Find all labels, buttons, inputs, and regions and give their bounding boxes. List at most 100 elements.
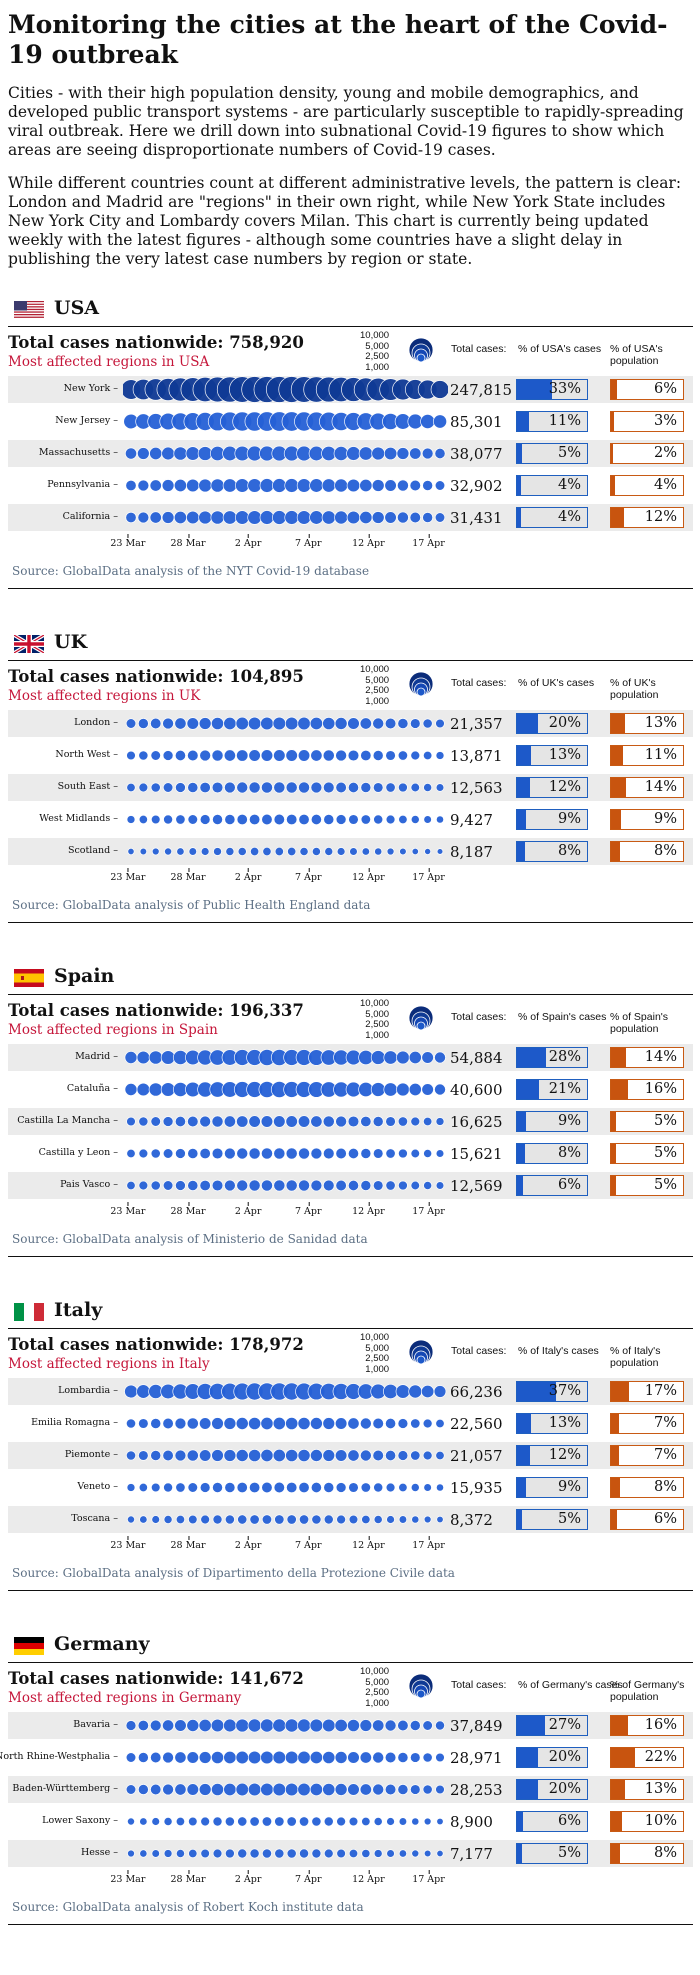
daily-case-dot bbox=[199, 814, 211, 825]
intro-paragraph-2: While different countries count at diffe… bbox=[8, 174, 682, 268]
region-name: Pais Vasco bbox=[60, 1179, 118, 1190]
daily-case-dot bbox=[161, 479, 175, 492]
section-divider bbox=[8, 1924, 693, 1925]
col-header-share: % of Spain's cases bbox=[518, 1011, 607, 1023]
daily-case-dot bbox=[423, 1817, 432, 1826]
share-of-population-fill bbox=[611, 746, 623, 765]
daily-case-dot bbox=[188, 1514, 198, 1525]
daily-case-dot bbox=[175, 1816, 186, 1827]
daily-case-dot bbox=[126, 1180, 136, 1191]
daily-case-dot bbox=[434, 512, 446, 523]
daily-case-dot bbox=[138, 750, 149, 761]
x-axis-ticks: 23 Mar 28 Mar 2 Apr 7 Apr 12 Apr 17 Apr bbox=[110, 1870, 448, 1890]
daily-case-dot bbox=[260, 716, 274, 731]
daily-case-dot bbox=[247, 716, 262, 731]
daily-case-dot bbox=[124, 447, 138, 460]
region-total-cases: 21,357 bbox=[450, 715, 503, 733]
region-dot-timeline bbox=[125, 716, 445, 731]
share-of-population-fill bbox=[611, 1478, 620, 1497]
col-header-share: % of Germany's cases bbox=[518, 1679, 623, 1691]
flag-stripe bbox=[14, 314, 44, 316]
share-of-cases-bar: 9% bbox=[516, 809, 588, 830]
daily-case-dot bbox=[259, 510, 275, 525]
daily-case-dot bbox=[347, 717, 360, 730]
daily-case-dot bbox=[309, 1750, 324, 1765]
daily-case-dot bbox=[323, 1482, 335, 1493]
flag-red bbox=[34, 1303, 44, 1321]
daily-case-dot bbox=[235, 1718, 250, 1733]
daily-case-dot bbox=[211, 1783, 224, 1796]
daily-case-dot bbox=[434, 480, 446, 491]
daily-case-dot bbox=[296, 478, 312, 493]
daily-case-dot bbox=[160, 1082, 176, 1097]
daily-case-dot bbox=[261, 1481, 273, 1494]
share-of-cases-fill bbox=[517, 380, 552, 399]
daily-case-dot bbox=[286, 1816, 297, 1827]
daily-case-dot bbox=[436, 1817, 444, 1826]
region-total-cases: 8,372 bbox=[450, 1511, 493, 1529]
daily-case-dot bbox=[359, 1719, 373, 1732]
daily-case-dot bbox=[139, 1849, 148, 1858]
share-of-cases-fill bbox=[517, 810, 527, 829]
italy-flag-icon bbox=[14, 1303, 44, 1321]
daily-case-dot bbox=[336, 1816, 346, 1827]
daily-case-dot bbox=[211, 1147, 224, 1160]
daily-case-dot bbox=[384, 717, 397, 730]
share-of-cases-fill bbox=[517, 1144, 526, 1163]
daily-case-dot bbox=[298, 813, 310, 826]
daily-case-dot bbox=[212, 1482, 223, 1493]
daily-case-dot bbox=[272, 510, 287, 525]
daily-case-dot bbox=[386, 1817, 395, 1826]
daily-case-dot bbox=[435, 1450, 445, 1461]
daily-case-dot bbox=[435, 1418, 445, 1429]
daily-case-dot bbox=[186, 717, 200, 730]
daily-case-dot bbox=[311, 1816, 322, 1827]
daily-case-dot bbox=[150, 782, 161, 793]
daily-case-dot bbox=[175, 1514, 186, 1525]
x-tick-label: 28 Mar bbox=[170, 534, 206, 549]
daily-case-dot bbox=[151, 1817, 160, 1826]
share-of-population-bar: 14% bbox=[610, 777, 684, 798]
total-cases-label: Total cases nationwide: 758,920 bbox=[8, 333, 304, 352]
daily-case-dot bbox=[411, 1817, 420, 1826]
daily-case-dot bbox=[322, 716, 336, 731]
daily-case-dot bbox=[422, 1752, 433, 1763]
daily-case-dot bbox=[210, 510, 225, 525]
region-total-cases: 15,621 bbox=[450, 1145, 503, 1163]
daily-case-dot bbox=[210, 478, 225, 493]
daily-case-dot bbox=[372, 782, 384, 793]
daily-case-dot bbox=[198, 510, 213, 525]
daily-case-dot bbox=[298, 1147, 310, 1160]
share-of-cases-value: 27% bbox=[548, 1717, 581, 1733]
source-note: Source: GlobalData analysis of Robert Ko… bbox=[12, 1900, 364, 1914]
share-of-cases-value: 4% bbox=[557, 477, 581, 493]
size-legend-circles bbox=[408, 337, 434, 363]
daily-case-dot bbox=[126, 815, 136, 824]
region-row: Castilla La Mancha 16,625 9% 5% bbox=[8, 1108, 693, 1135]
daily-case-dot bbox=[273, 1179, 286, 1192]
daily-case-dot bbox=[286, 1514, 297, 1525]
daily-case-dot bbox=[247, 510, 262, 525]
share-of-cases-value: 9% bbox=[557, 1479, 581, 1495]
col-header-share: % of USA's cases bbox=[518, 343, 602, 355]
share-of-cases-value: 8% bbox=[557, 843, 581, 859]
daily-case-dot bbox=[435, 1117, 445, 1126]
total-cases-label: Total cases nationwide: 178,972 bbox=[8, 1335, 304, 1354]
daily-case-dot bbox=[150, 1783, 162, 1796]
share-of-population-bar: 9% bbox=[610, 809, 684, 830]
region-dot-timeline bbox=[127, 1848, 444, 1859]
daily-case-dot bbox=[163, 1849, 173, 1858]
daily-case-dot bbox=[175, 1482, 186, 1493]
us-flag-icon bbox=[14, 301, 44, 318]
daily-case-dot bbox=[260, 1750, 274, 1765]
share-of-population-value: 14% bbox=[644, 1049, 677, 1065]
daily-case-dot bbox=[311, 1514, 322, 1525]
daily-case-dot bbox=[186, 1719, 200, 1732]
daily-case-dot bbox=[185, 446, 201, 461]
daily-case-dot bbox=[235, 716, 249, 731]
daily-case-dot bbox=[309, 1782, 324, 1797]
size-legend-values: 10,000 5,000 2,500 1,000 bbox=[360, 998, 389, 1041]
daily-case-dot bbox=[360, 1115, 372, 1128]
daily-case-dot bbox=[334, 1751, 348, 1764]
region-dot-timeline bbox=[125, 510, 446, 525]
